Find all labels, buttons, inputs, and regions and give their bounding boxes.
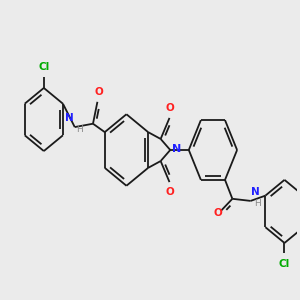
Text: O: O <box>166 187 175 197</box>
Text: Cl: Cl <box>38 62 50 72</box>
Text: H: H <box>76 125 83 134</box>
Text: N: N <box>251 187 260 197</box>
Text: O: O <box>166 103 175 113</box>
Text: O: O <box>94 87 103 97</box>
Text: N: N <box>65 113 74 123</box>
Text: N: N <box>172 144 181 154</box>
Text: H: H <box>254 199 261 208</box>
Text: Cl: Cl <box>279 259 290 269</box>
Text: O: O <box>213 208 222 218</box>
